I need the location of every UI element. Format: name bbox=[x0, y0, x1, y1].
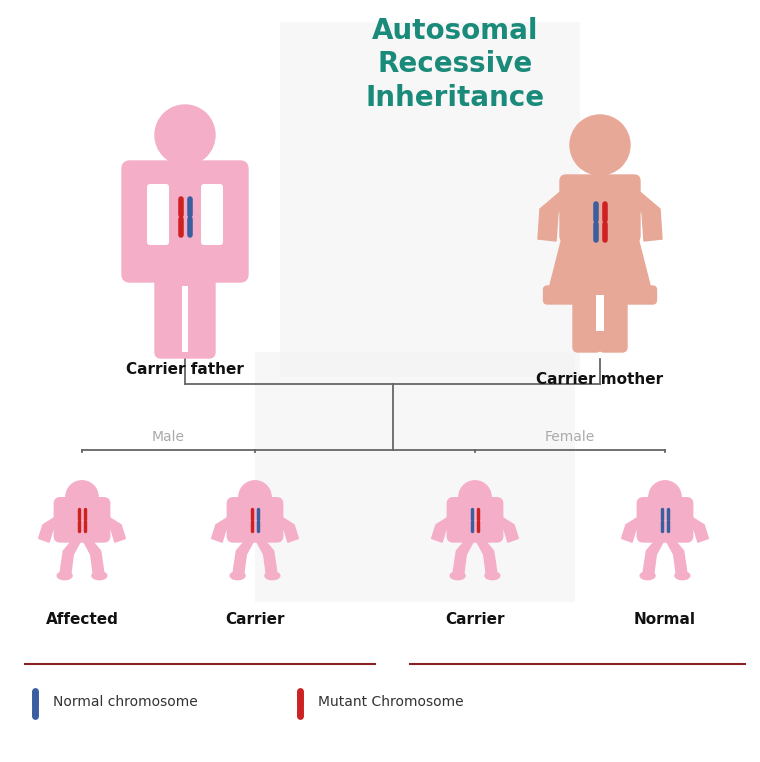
Circle shape bbox=[155, 105, 215, 165]
Ellipse shape bbox=[230, 572, 245, 580]
FancyBboxPatch shape bbox=[201, 184, 223, 245]
Text: Carrier: Carrier bbox=[225, 612, 285, 627]
Polygon shape bbox=[538, 187, 572, 241]
Polygon shape bbox=[547, 230, 653, 295]
Ellipse shape bbox=[450, 572, 465, 580]
FancyBboxPatch shape bbox=[54, 498, 109, 542]
Ellipse shape bbox=[239, 481, 271, 513]
Ellipse shape bbox=[640, 572, 655, 580]
Polygon shape bbox=[628, 187, 662, 241]
Polygon shape bbox=[453, 535, 475, 573]
Text: Carrier: Carrier bbox=[445, 612, 505, 627]
Ellipse shape bbox=[459, 481, 491, 513]
Ellipse shape bbox=[92, 572, 107, 580]
Text: Normal chromosome: Normal chromosome bbox=[53, 695, 198, 709]
Polygon shape bbox=[273, 512, 299, 542]
Text: Affected: Affected bbox=[46, 612, 119, 627]
Polygon shape bbox=[82, 535, 103, 573]
FancyBboxPatch shape bbox=[543, 286, 657, 304]
Text: Female: Female bbox=[545, 430, 595, 444]
Polygon shape bbox=[643, 535, 665, 573]
Polygon shape bbox=[493, 512, 518, 542]
Ellipse shape bbox=[675, 572, 690, 580]
Polygon shape bbox=[622, 512, 647, 542]
FancyBboxPatch shape bbox=[280, 22, 580, 377]
Text: Carrier father: Carrier father bbox=[126, 362, 244, 377]
FancyBboxPatch shape bbox=[599, 290, 627, 352]
FancyBboxPatch shape bbox=[596, 295, 604, 331]
Text: Male: Male bbox=[151, 430, 185, 444]
Polygon shape bbox=[211, 512, 237, 542]
Ellipse shape bbox=[57, 572, 72, 580]
Polygon shape bbox=[665, 535, 687, 573]
FancyBboxPatch shape bbox=[181, 268, 215, 358]
Text: Normal: Normal bbox=[634, 612, 696, 627]
FancyBboxPatch shape bbox=[560, 175, 640, 242]
Polygon shape bbox=[39, 512, 64, 542]
Ellipse shape bbox=[265, 572, 280, 580]
Text: Autosomal
Recessive
Inheritance: Autosomal Recessive Inheritance bbox=[366, 17, 545, 112]
Polygon shape bbox=[475, 535, 497, 573]
FancyBboxPatch shape bbox=[182, 286, 188, 352]
Ellipse shape bbox=[66, 481, 98, 513]
Polygon shape bbox=[100, 512, 125, 542]
FancyBboxPatch shape bbox=[255, 352, 575, 602]
Ellipse shape bbox=[649, 481, 681, 513]
Text: Mutant Chromosome: Mutant Chromosome bbox=[318, 695, 464, 709]
Text: Carrier mother: Carrier mother bbox=[537, 372, 663, 387]
Ellipse shape bbox=[485, 572, 500, 580]
Circle shape bbox=[570, 115, 630, 175]
FancyBboxPatch shape bbox=[638, 498, 692, 542]
FancyBboxPatch shape bbox=[147, 184, 169, 245]
Polygon shape bbox=[432, 512, 457, 542]
FancyBboxPatch shape bbox=[573, 290, 601, 352]
FancyBboxPatch shape bbox=[227, 498, 283, 542]
FancyBboxPatch shape bbox=[448, 498, 502, 542]
Polygon shape bbox=[60, 535, 82, 573]
Polygon shape bbox=[255, 535, 277, 573]
Polygon shape bbox=[233, 535, 255, 573]
FancyBboxPatch shape bbox=[155, 268, 189, 358]
Polygon shape bbox=[683, 512, 708, 542]
FancyBboxPatch shape bbox=[122, 161, 248, 282]
